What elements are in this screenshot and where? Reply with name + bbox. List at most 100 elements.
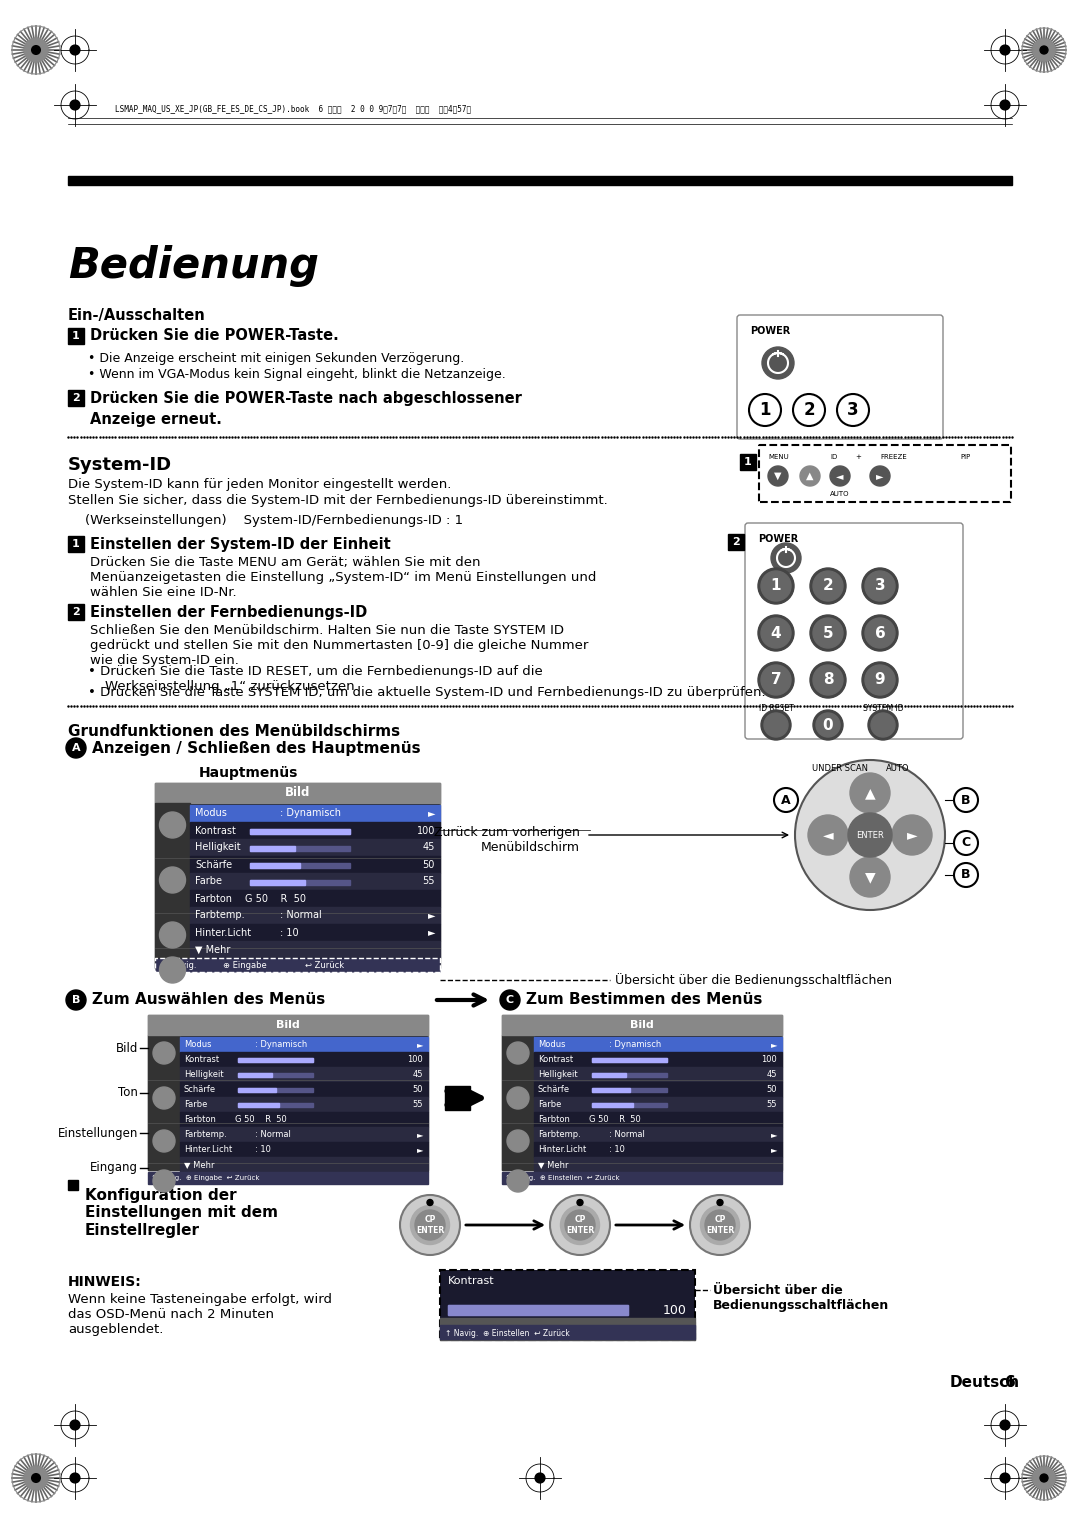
Circle shape <box>31 46 40 55</box>
Circle shape <box>848 813 892 857</box>
Text: CP
ENTER: CP ENTER <box>416 1215 444 1235</box>
Circle shape <box>764 714 788 736</box>
Circle shape <box>771 542 801 573</box>
Text: Farbton: Farbton <box>195 894 232 903</box>
Bar <box>156 958 440 972</box>
Bar <box>180 1082 428 1097</box>
Circle shape <box>758 568 794 604</box>
Circle shape <box>561 1206 599 1244</box>
Text: ◄: ◄ <box>836 471 843 481</box>
Text: ID: ID <box>831 454 837 460</box>
Bar <box>148 1172 428 1184</box>
Text: ►: ► <box>770 1041 777 1050</box>
Text: 1: 1 <box>771 579 781 593</box>
Text: ►: ► <box>770 1131 777 1138</box>
Circle shape <box>810 614 846 651</box>
Text: Drücken Sie die POWER-Taste.: Drücken Sie die POWER-Taste. <box>90 329 339 344</box>
Text: ID RESET: ID RESET <box>758 704 794 714</box>
Bar <box>249 880 305 885</box>
Circle shape <box>810 662 846 698</box>
Text: ►: ► <box>907 828 917 842</box>
Text: A: A <box>781 793 791 807</box>
Text: Bild: Bild <box>116 1042 138 1054</box>
Circle shape <box>750 394 781 426</box>
Circle shape <box>507 1042 529 1063</box>
Bar <box>249 862 350 868</box>
Text: C: C <box>961 836 971 850</box>
Bar <box>534 1157 782 1172</box>
Circle shape <box>577 1199 583 1206</box>
Bar <box>238 1073 313 1077</box>
Circle shape <box>153 1086 175 1109</box>
Bar <box>190 941 440 958</box>
Bar <box>156 782 440 969</box>
Text: 2: 2 <box>732 536 740 547</box>
Text: ►: ► <box>429 808 435 819</box>
Bar <box>68 390 84 406</box>
Text: 55: 55 <box>767 1100 777 1109</box>
Text: B: B <box>961 793 971 807</box>
Text: : Dynamisch: : Dynamisch <box>280 808 341 819</box>
Circle shape <box>761 711 791 740</box>
Text: Deutsch: Deutsch <box>950 1375 1021 1390</box>
Text: AUTO: AUTO <box>831 490 850 497</box>
Text: System-ID: System-ID <box>68 455 172 474</box>
Text: Wenn keine Tasteneingabe erfolgt, wird
das OSD-Menü nach 2 Minuten
ausgeblendet.: Wenn keine Tasteneingabe erfolgt, wird d… <box>68 1293 332 1335</box>
Text: 45: 45 <box>413 1070 423 1079</box>
Text: • Die Anzeige erscheint mit einigen Sekunden Verzögerung.: • Die Anzeige erscheint mit einigen Seku… <box>87 351 464 365</box>
Bar <box>148 1015 428 1170</box>
Bar <box>190 822 440 839</box>
Circle shape <box>24 38 48 63</box>
Text: 3: 3 <box>847 400 859 419</box>
Text: 1: 1 <box>72 539 80 549</box>
Text: : Normal: : Normal <box>255 1131 291 1138</box>
Circle shape <box>24 1465 48 1490</box>
Bar <box>190 908 440 924</box>
Text: 50: 50 <box>767 1085 777 1094</box>
Text: Zum Bestimmen des Menüs: Zum Bestimmen des Menüs <box>526 993 762 1007</box>
Text: Eingang: Eingang <box>90 1161 138 1175</box>
Text: Einstellungen: Einstellungen <box>57 1126 138 1140</box>
Text: ↑ Navig.  ⊕ Einstellen  ↩ Zurück: ↑ Navig. ⊕ Einstellen ↩ Zurück <box>445 1328 570 1337</box>
Circle shape <box>410 1206 449 1244</box>
Circle shape <box>850 857 890 897</box>
Bar <box>249 880 350 885</box>
Text: Ton: Ton <box>118 1086 138 1100</box>
Circle shape <box>1022 28 1066 72</box>
Circle shape <box>1000 1420 1010 1430</box>
Circle shape <box>1000 46 1010 55</box>
Text: Helligkeit: Helligkeit <box>538 1070 578 1079</box>
Text: Schließen Sie den Menübildschirm. Halten Sie nun die Taste SYSTEM ID
gedrückt un: Schließen Sie den Menübildschirm. Halten… <box>90 623 589 668</box>
Bar <box>534 1051 782 1067</box>
Circle shape <box>701 1206 740 1244</box>
Circle shape <box>12 26 60 73</box>
Circle shape <box>70 46 80 55</box>
Circle shape <box>70 101 80 110</box>
Text: Die System-ID kann für jeden Monitor eingestellt werden.: Die System-ID kann für jeden Monitor ein… <box>68 478 451 490</box>
Text: ENTER: ENTER <box>856 831 883 839</box>
Circle shape <box>427 1199 433 1206</box>
Circle shape <box>507 1086 529 1109</box>
Circle shape <box>1032 40 1055 61</box>
Bar <box>502 1172 782 1184</box>
Bar <box>190 889 440 908</box>
Text: 45: 45 <box>422 842 435 853</box>
Text: B: B <box>961 868 971 882</box>
Text: 100: 100 <box>407 1054 423 1063</box>
Text: Einstellen der System-ID der Einheit: Einstellen der System-ID der Einheit <box>90 536 391 552</box>
Text: 1: 1 <box>759 400 771 419</box>
Circle shape <box>31 1473 40 1482</box>
Text: Hinter.Licht: Hinter.Licht <box>184 1144 232 1154</box>
Bar <box>440 1270 696 1340</box>
FancyBboxPatch shape <box>759 445 1011 503</box>
Text: Zurück zum vorherigen
Menübildschirm: Zurück zum vorherigen Menübildschirm <box>434 827 580 854</box>
Text: ►: ► <box>876 471 883 481</box>
Bar <box>238 1088 275 1093</box>
Text: 2: 2 <box>72 607 80 617</box>
Text: HINWEIS:: HINWEIS: <box>68 1274 141 1290</box>
Circle shape <box>795 759 945 911</box>
Text: Kontrast: Kontrast <box>184 1054 219 1063</box>
Text: Anzeigen / Schließen des Hauptmenüs: Anzeigen / Schließen des Hauptmenüs <box>92 741 420 755</box>
Text: Grundfunktionen des Menübildschirms: Grundfunktionen des Menübildschirms <box>68 724 400 740</box>
Circle shape <box>160 957 186 983</box>
